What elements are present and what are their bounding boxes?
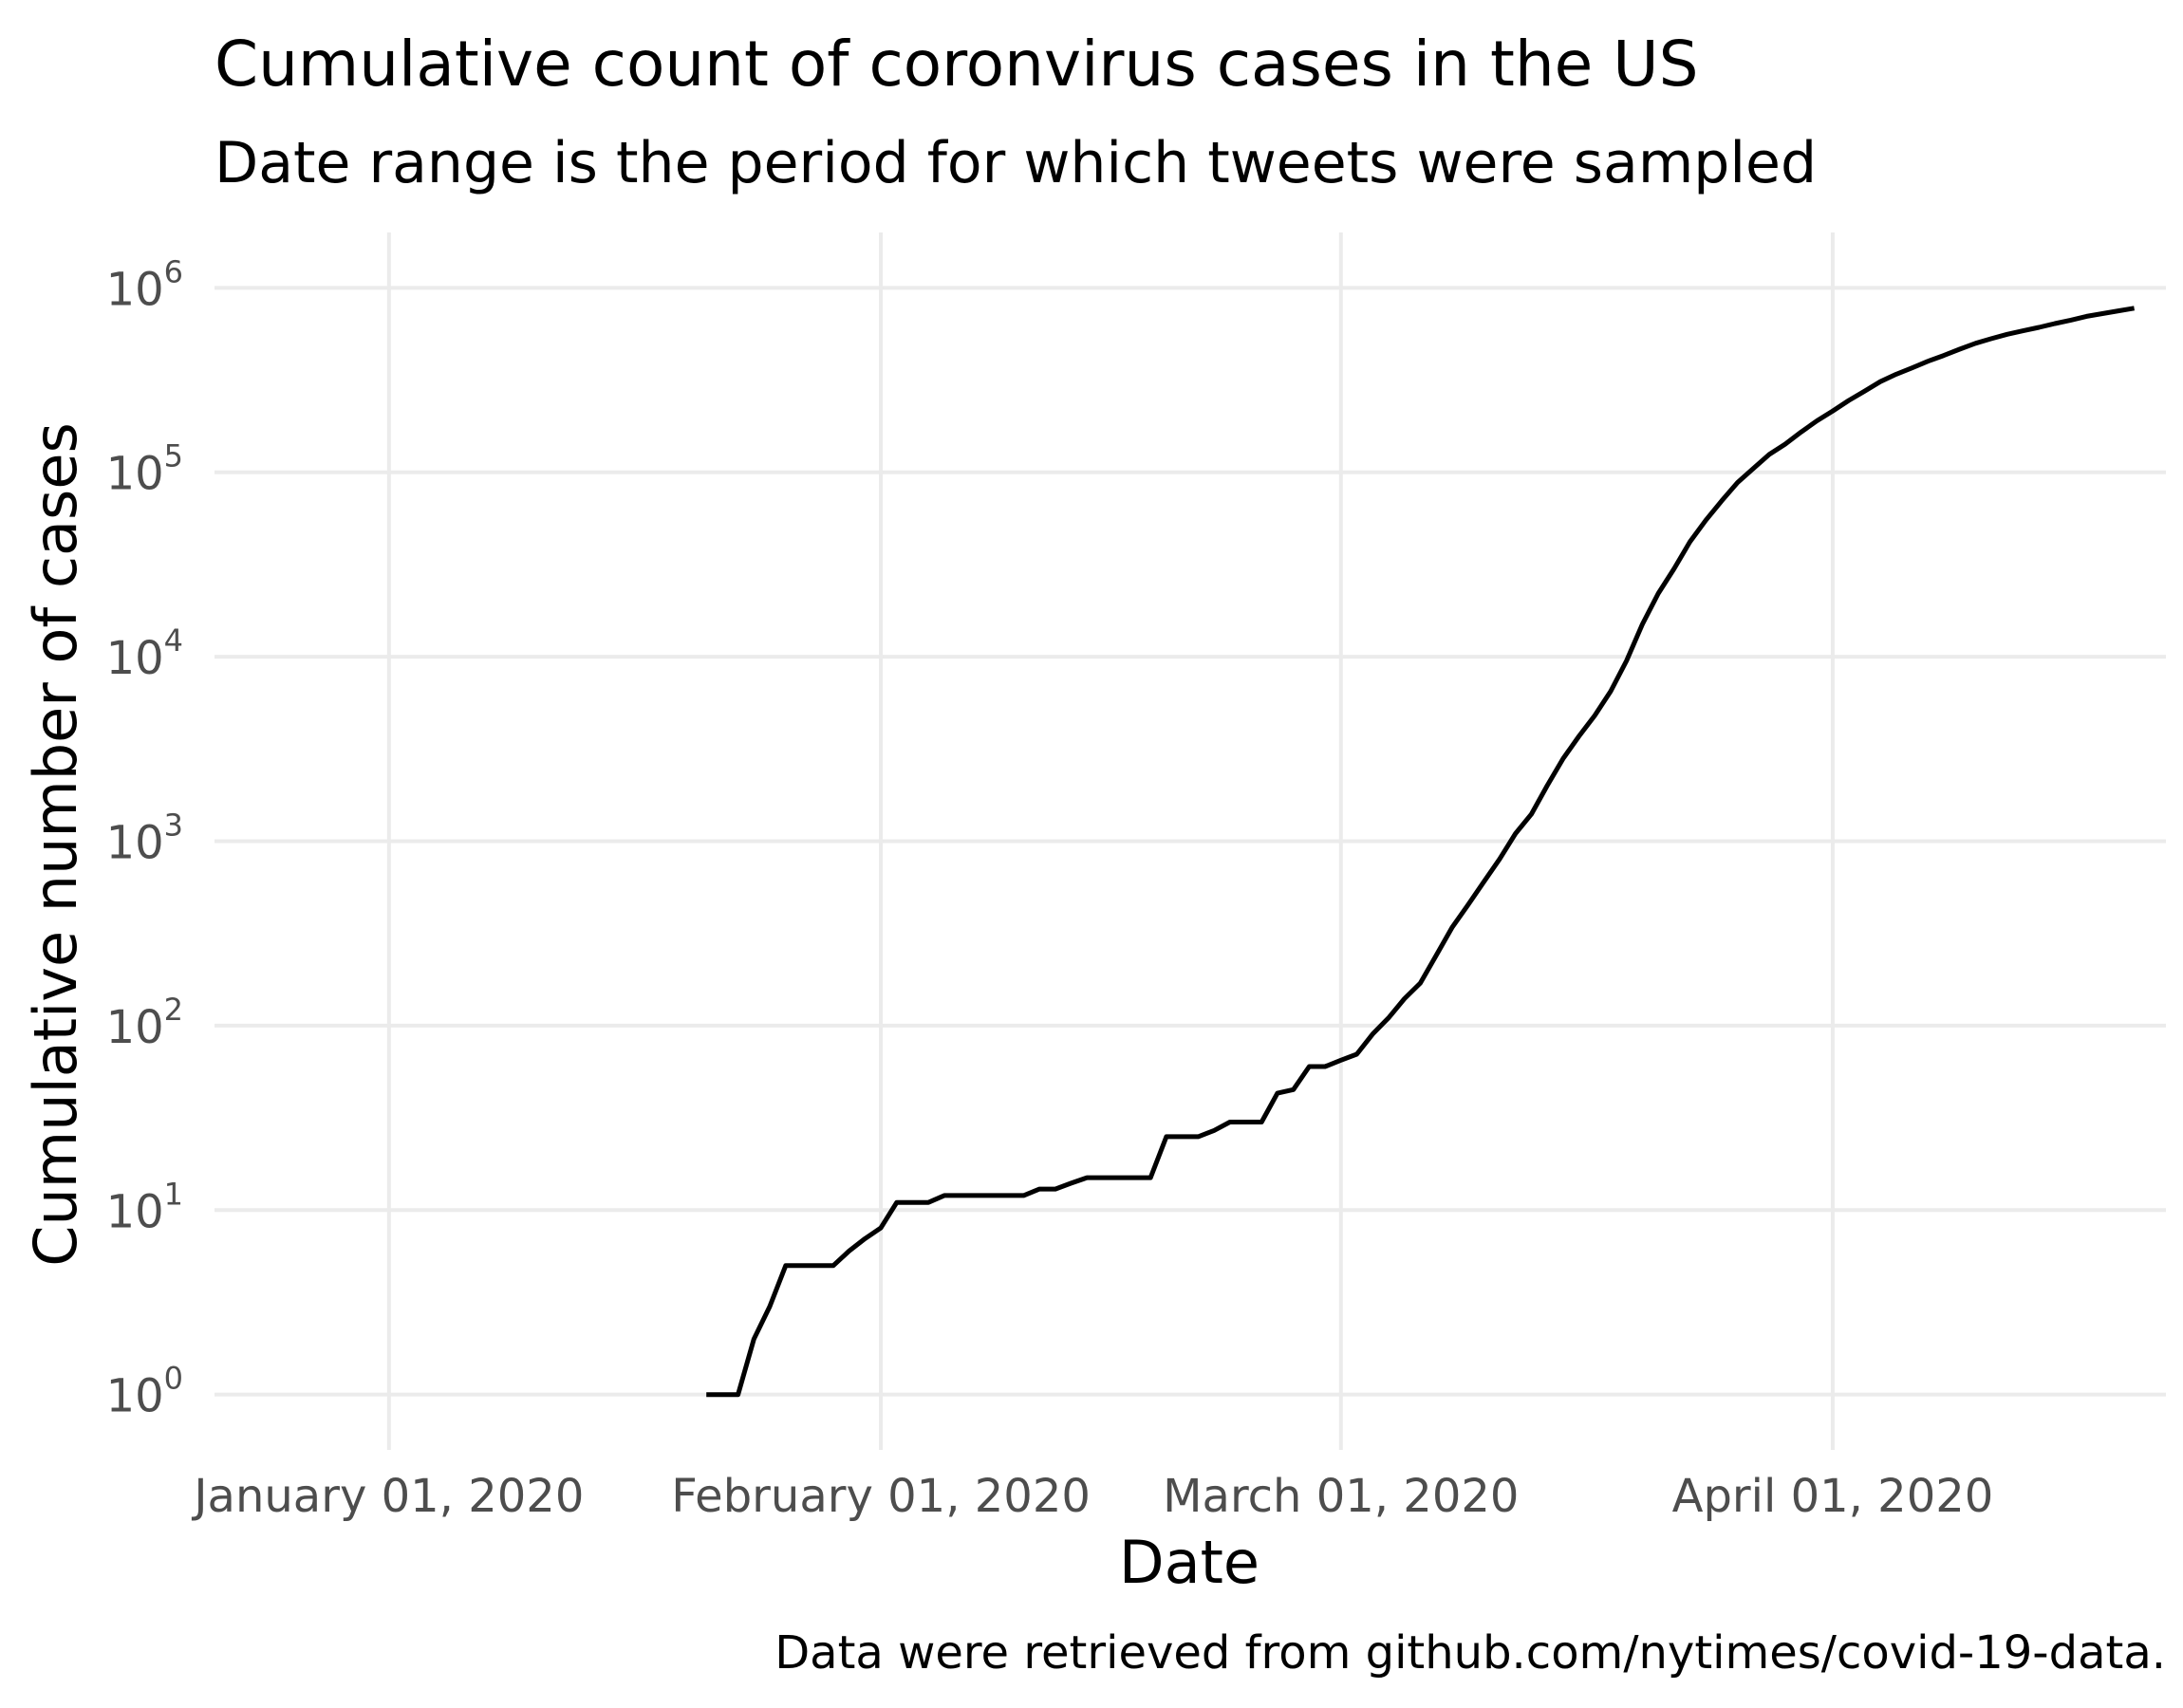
y-tick-label: 105: [106, 438, 183, 501]
x-axis-title: Date: [1119, 1528, 1259, 1597]
y-tick-exponent: 5: [164, 438, 183, 474]
y-tick-label: 103: [106, 808, 183, 870]
y-tick-base: 10: [106, 817, 164, 870]
y-tick-exponent: 1: [164, 1176, 183, 1212]
y-axis-title: Cumulative number of cases: [21, 422, 90, 1267]
y-tick-base: 10: [106, 263, 164, 316]
y-tick-exponent: 4: [164, 622, 183, 659]
y-tick-exponent: 2: [164, 992, 183, 1028]
grid-lines: [215, 232, 2166, 1450]
y-tick-base: 10: [106, 448, 164, 501]
x-tick-label: February 01, 2020: [671, 1470, 1091, 1523]
x-tick-label: March 01, 2020: [1163, 1470, 1519, 1523]
series-layer: [706, 306, 2136, 1398]
y-tick-base: 10: [106, 1370, 164, 1423]
y-tick-label: 106: [106, 253, 183, 316]
y-tick-label: 101: [106, 1176, 183, 1238]
y-tick-exponent: 3: [164, 808, 183, 844]
y-tick-label: 100: [106, 1361, 183, 1423]
y-tick-label: 102: [106, 992, 183, 1054]
chart-caption: Data were retrieved from github.com/nyti…: [774, 1626, 2166, 1680]
chart-subtitle: Date range is the period for which tweet…: [215, 130, 1818, 196]
chart-title: Cumulative count of coronvirus cases in …: [215, 28, 1699, 101]
y-tick-exponent: 6: [164, 253, 183, 289]
x-tick-label: January 01, 2020: [191, 1470, 584, 1523]
y-tick-base: 10: [106, 1001, 164, 1054]
y-tick-label: 104: [106, 622, 183, 685]
y-tick-base: 10: [106, 1185, 164, 1238]
x-tick-label: April 01, 2020: [1672, 1470, 1994, 1523]
y-tick-base: 10: [106, 632, 164, 685]
y-tick-exponent: 0: [164, 1361, 183, 1397]
x-axis-ticks: January 01, 2020 February 01, 2020 March 0…: [191, 1470, 1993, 1523]
series-line-cumulative-cases: [706, 306, 2136, 1398]
